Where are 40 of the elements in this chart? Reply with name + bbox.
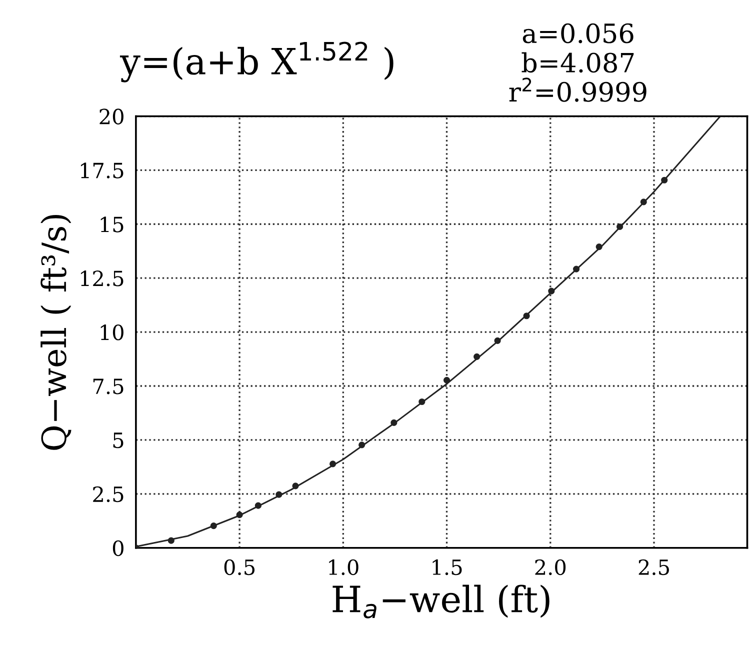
y-tick-label: 12.5: [80, 270, 124, 286]
point: [276, 491, 282, 498]
point: [443, 376, 450, 384]
text: r$^{2}$=0.9999: [509, 78, 646, 102]
x-axis-title: H$_{a}$−well (ft): [332, 584, 550, 618]
point: [210, 522, 217, 530]
point: [390, 419, 398, 426]
y-tick-label: 7.5: [93, 378, 124, 394]
point: [292, 482, 299, 490]
x-tick-label: 0.5: [224, 559, 254, 576]
point: [494, 337, 501, 344]
chart-title: y=(a+b X$^{1.522}$ ): [120, 42, 394, 82]
point: [358, 442, 366, 448]
y-tick-label: 20: [100, 108, 124, 124]
y-tick-label: 0: [112, 540, 124, 556]
y-tick-label: 10: [100, 324, 124, 340]
x-tick-label: 2.0: [535, 559, 566, 576]
point: [474, 353, 480, 360]
text: b=4.087: [522, 52, 634, 73]
x-tick-label: 2.5: [638, 559, 669, 576]
point: [523, 312, 530, 320]
point: [661, 176, 668, 184]
point: [596, 244, 602, 250]
point: [254, 502, 262, 509]
point: [548, 288, 555, 294]
point: [168, 537, 174, 544]
text: a=0.056: [522, 23, 634, 44]
x-tick-label: 1.0: [329, 559, 358, 576]
point: [572, 266, 580, 272]
x-tick-label: 1.5: [432, 559, 462, 576]
point: [418, 398, 426, 406]
y-tick-label: 15: [100, 216, 124, 232]
point: [616, 223, 624, 230]
y-axis-title: Q−well ( ft³/s): [40, 214, 72, 450]
point: [330, 460, 336, 468]
y-tick-label: 5: [113, 432, 124, 448]
point: [640, 198, 647, 206]
y-tick-label: 17.5: [80, 162, 124, 178]
point: [236, 512, 243, 518]
y-tick-label: 2.5: [93, 486, 124, 502]
